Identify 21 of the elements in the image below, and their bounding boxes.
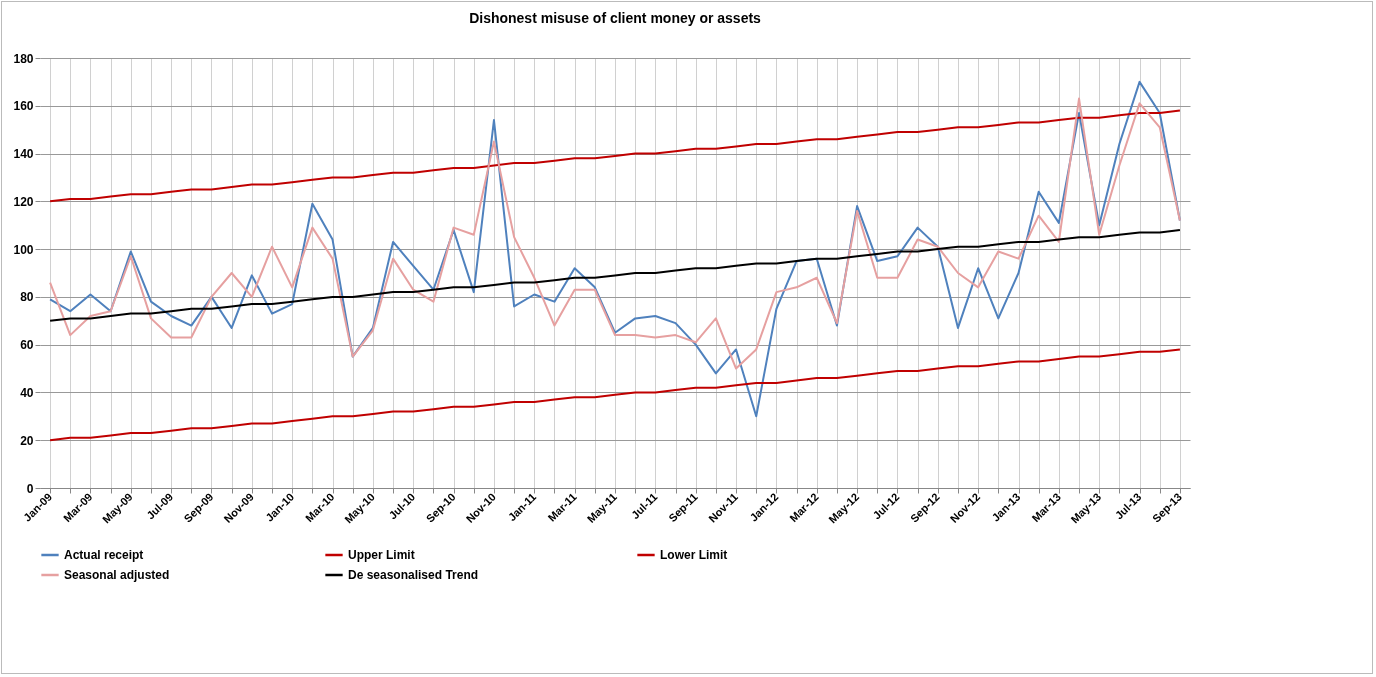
y-tick-label: 60 <box>20 338 34 353</box>
line-series <box>49 80 1181 418</box>
line-series <box>49 109 1181 203</box>
chart-title: Dishonest misuse of client money or assets <box>469 10 762 26</box>
line-series <box>49 97 1181 370</box>
y-tick-label: 160 <box>13 99 34 114</box>
legend-label: De seasonalised Trend <box>348 568 479 582</box>
legend-label: Seasonal adjusted <box>64 568 170 582</box>
y-tick-label: 120 <box>13 194 34 209</box>
y-tick-label: 20 <box>20 433 34 448</box>
y-tick-label: 140 <box>13 147 34 162</box>
legend-label: Actual receipt <box>64 548 144 562</box>
line-series <box>49 348 1181 442</box>
y-tick-label: 0 <box>26 481 34 496</box>
legend-label: Upper Limit <box>348 548 415 562</box>
y-tick-label: 40 <box>20 385 34 400</box>
line-series <box>49 229 1181 322</box>
y-tick-label: 180 <box>13 51 34 66</box>
legend-label: Lower Limit <box>660 548 728 562</box>
y-tick-label: 100 <box>13 242 34 257</box>
y-tick-label: 80 <box>20 290 34 305</box>
